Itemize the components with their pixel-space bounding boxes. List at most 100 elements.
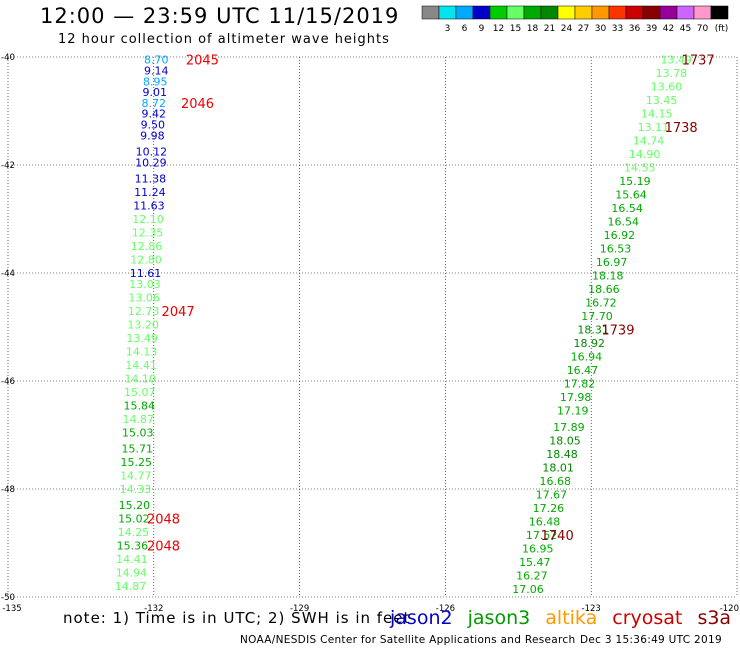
swh-reading-track-b: 14.90 bbox=[629, 148, 661, 161]
legend-swatch bbox=[489, 5, 508, 20]
mission-legend: jason2 jason3 altika cryosat s3a bbox=[390, 607, 740, 629]
swh-reading-track-a: 15.03 bbox=[122, 426, 154, 439]
swh-reading-track-b: 14.74 bbox=[633, 135, 665, 148]
x-tick-label: -123 bbox=[582, 604, 601, 614]
swh-reading-track-b: 18.18 bbox=[592, 270, 624, 283]
legend-label: 36 bbox=[629, 24, 641, 34]
time-label: 1740 bbox=[541, 529, 574, 544]
swh-reading-track-a: 9.01 bbox=[143, 86, 168, 99]
legend-swatch bbox=[659, 5, 678, 20]
swh-reading-track-a: 10.12 bbox=[136, 146, 168, 159]
swh-reading-track-b: 16.47 bbox=[567, 364, 599, 377]
footer-note: note: 1) Time is in UTC; 2) SWH is in fe… bbox=[63, 609, 411, 627]
swh-reading-track-a: 15.07 bbox=[124, 386, 156, 399]
swh-reading-track-b: 17.82 bbox=[564, 378, 596, 391]
swh-reading-track-a: 9.98 bbox=[140, 129, 165, 142]
swh-reading-track-a: 12.86 bbox=[131, 240, 163, 253]
swh-reading-track-a: 13.49 bbox=[126, 332, 158, 345]
swh-reading-track-a: 12.10 bbox=[132, 213, 164, 226]
swh-reading-track-a: 14.33 bbox=[120, 483, 152, 496]
y-tick-label: -40 bbox=[1, 53, 15, 63]
legend-label: 42 bbox=[663, 24, 674, 34]
swh-reading-track-b: 16.48 bbox=[529, 515, 561, 528]
mission-s3a: s3a bbox=[697, 607, 732, 629]
swh-reading-track-b: 16.95 bbox=[522, 542, 554, 555]
mission-altika: altika bbox=[545, 607, 598, 629]
legend-label: 3 bbox=[445, 24, 451, 34]
generated-timestamp: Dec 3 15:36:49 UTC 2019 bbox=[580, 634, 722, 646]
swh-reading-track-a: 8.72 bbox=[142, 97, 167, 110]
grid bbox=[7, 56, 738, 598]
credit-text: NOAA/NESDIS Center for Satellite Applica… bbox=[240, 634, 576, 646]
swh-reading-track-b: 13.60 bbox=[651, 81, 683, 94]
swh-reading-track-a: 8.95 bbox=[143, 75, 168, 88]
y-tick-label: -50 bbox=[1, 593, 15, 603]
mission-jason2: jason2 bbox=[390, 607, 453, 629]
swh-reading-track-b: 15.19 bbox=[619, 175, 651, 188]
x-tick-label: -129 bbox=[290, 604, 309, 614]
legend-swatch bbox=[455, 5, 474, 20]
legend-label: 9 bbox=[479, 24, 485, 34]
legend-label: 6 bbox=[462, 24, 468, 34]
swh-reading-track-a: 14.87 bbox=[115, 580, 147, 593]
legend-label: 39 bbox=[646, 24, 658, 34]
y-tick-label: -44 bbox=[1, 269, 15, 279]
x-tick-label: -126 bbox=[436, 604, 455, 614]
chart-title: 12:00 — 23:59 UTC 11/15/2019 bbox=[40, 4, 400, 28]
swh-reading-track-b: 16.92 bbox=[604, 229, 636, 242]
legend-swatch bbox=[693, 5, 712, 20]
legend-swatch bbox=[540, 5, 559, 20]
swh-reading-track-b: 16.53 bbox=[600, 243, 632, 256]
time-label: 2048 bbox=[147, 540, 180, 555]
swh-reading-track-b: 13.45 bbox=[646, 94, 678, 107]
swh-reading-track-a: 12.35 bbox=[132, 227, 164, 240]
swh-reading-track-a: 12.80 bbox=[130, 254, 162, 267]
swh-reading-track-a: 13.20 bbox=[127, 318, 159, 331]
swh-reading-track-b: 15.64 bbox=[615, 189, 647, 202]
swh-reading-track-b: 14.15 bbox=[641, 108, 673, 121]
swh-reading-track-a: 9.42 bbox=[142, 108, 167, 121]
legend-label: 33 bbox=[612, 24, 623, 34]
legend-label: 70 bbox=[697, 24, 709, 34]
legend-swatch bbox=[608, 5, 627, 20]
swh-reading-track-a: 14.41 bbox=[125, 359, 157, 372]
swh-reading-track-a: 11.24 bbox=[134, 186, 166, 199]
swh-reading-track-a: 11.38 bbox=[135, 173, 167, 186]
legend-swatch bbox=[625, 5, 644, 20]
x-tick-label: -132 bbox=[144, 604, 163, 614]
legend-label: 24 bbox=[561, 24, 573, 34]
swh-reading-track-a: 11.63 bbox=[133, 200, 165, 213]
swh-reading-track-b: 16.54 bbox=[608, 216, 640, 229]
swh-reading-track-b: 17.89 bbox=[553, 421, 585, 434]
y-tick-label: -48 bbox=[1, 485, 15, 495]
swh-reading-track-a: 15.84 bbox=[123, 399, 155, 412]
x-tick-label: -120 bbox=[720, 604, 739, 614]
legend-swatch bbox=[591, 5, 610, 20]
x-tick-label: -135 bbox=[2, 604, 21, 614]
legend-label: 45 bbox=[680, 24, 691, 34]
swh-reading-track-a: 9.50 bbox=[141, 119, 166, 132]
swh-reading-track-b: 18.01 bbox=[542, 461, 574, 474]
swh-reading-track-b: 17.26 bbox=[533, 502, 565, 515]
swh-reading-track-a: 14.10 bbox=[124, 372, 156, 385]
swh-reading-track-b: 16.97 bbox=[596, 256, 628, 269]
swh-reading-track-a: 14.94 bbox=[116, 567, 148, 580]
y-tick-label: -46 bbox=[1, 377, 15, 387]
y-tick-label: -42 bbox=[1, 161, 15, 171]
swh-reading-track-b: 18.48 bbox=[546, 448, 578, 461]
swh-reading-track-b: 16.72 bbox=[585, 297, 617, 310]
swh-reading-track-b: 17.70 bbox=[581, 310, 613, 323]
swh-reading-track-b: 17.52 bbox=[526, 529, 558, 542]
swh-reading-track-b: 15.47 bbox=[519, 556, 551, 569]
legend-label: (ft) bbox=[715, 24, 729, 34]
mission-cryosat: cryosat bbox=[612, 607, 683, 629]
y-axis-ticks: -40 -42 -44 -46 -48 -50 bbox=[1, 53, 15, 603]
legend-swatch bbox=[642, 5, 661, 20]
swh-reading-track-b: 17.67 bbox=[536, 488, 568, 501]
legend-label: 15 bbox=[510, 24, 521, 34]
time-labels: 2045 2046 2047 2048 2048 1737 1738 1739 1740 bbox=[147, 54, 715, 555]
swh-reading-track-b: 17.06 bbox=[512, 583, 544, 596]
swh-reading-track-b: 17.98 bbox=[560, 391, 592, 404]
swh-reading-track-a: 14.41 bbox=[116, 553, 148, 566]
swh-reading-track-a: 13.06 bbox=[128, 291, 160, 304]
